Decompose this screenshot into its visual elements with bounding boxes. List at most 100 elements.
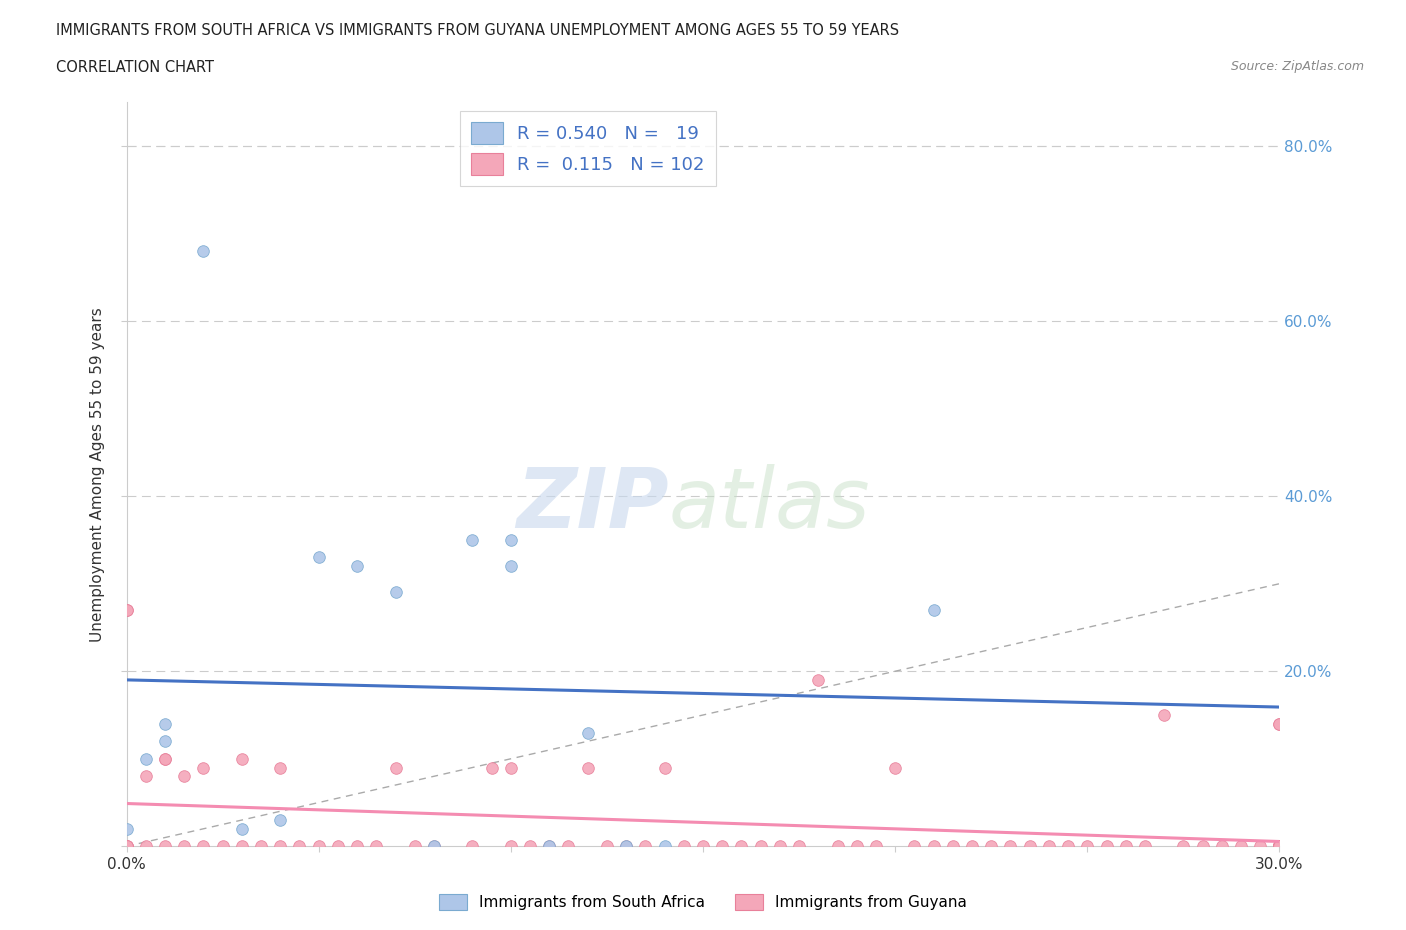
Point [481, 760, 503, 775]
Point [576, 725, 599, 740]
Point [135, 769, 157, 784]
Point [614, 839, 637, 854]
Point [654, 760, 676, 775]
Point [269, 760, 291, 775]
Point [827, 839, 849, 854]
Point [346, 559, 368, 574]
Point [499, 839, 522, 854]
Point [173, 769, 195, 784]
Point [1268, 839, 1291, 854]
Point [384, 760, 406, 775]
Point [153, 734, 176, 749]
Point [384, 585, 406, 600]
Point [1268, 839, 1291, 854]
Point [1268, 839, 1291, 854]
Point [308, 839, 330, 854]
Point [769, 839, 792, 854]
Point [730, 839, 752, 854]
Point [865, 839, 887, 854]
Point [922, 839, 945, 854]
Point [1268, 839, 1291, 854]
Point [1268, 839, 1291, 854]
Point [288, 839, 311, 854]
Point [193, 244, 215, 259]
Point [1076, 839, 1098, 854]
Point [250, 839, 273, 854]
Point [596, 839, 619, 854]
Point [1268, 839, 1291, 854]
Point [1268, 839, 1291, 854]
Point [1230, 839, 1253, 854]
Point [1095, 839, 1118, 854]
Text: ZIP: ZIP [516, 463, 668, 545]
Point [153, 839, 176, 854]
Point [1268, 839, 1291, 854]
Point [404, 839, 426, 854]
Y-axis label: Unemployment Among Ages 55 to 59 years: Unemployment Among Ages 55 to 59 years [90, 307, 105, 642]
Point [1018, 839, 1040, 854]
Point [1191, 839, 1213, 854]
Point [845, 839, 868, 854]
Point [308, 550, 330, 565]
Point [1249, 839, 1271, 854]
Point [1268, 839, 1291, 854]
Point [1268, 839, 1291, 854]
Point [922, 603, 945, 618]
Point [634, 839, 657, 854]
Point [1268, 839, 1291, 854]
Point [654, 839, 676, 854]
Point [1268, 839, 1291, 854]
Point [366, 839, 388, 854]
Point [1115, 839, 1137, 854]
Point [980, 839, 1002, 854]
Legend: Immigrants from South Africa, Immigrants from Guyana: Immigrants from South Africa, Immigrants… [432, 886, 974, 918]
Point [461, 839, 484, 854]
Point [1268, 839, 1291, 854]
Point [960, 839, 983, 854]
Point [884, 760, 907, 775]
Point [1268, 839, 1291, 854]
Point [193, 839, 215, 854]
Point [499, 533, 522, 548]
Point [499, 760, 522, 775]
Point [538, 839, 561, 854]
Point [135, 839, 157, 854]
Point [519, 839, 541, 854]
Point [423, 839, 446, 854]
Point [231, 751, 253, 766]
Point [1268, 839, 1291, 854]
Point [1268, 839, 1291, 854]
Point [1268, 839, 1291, 854]
Point [692, 839, 714, 854]
Point [1000, 839, 1022, 854]
Point [153, 751, 176, 766]
Point [1268, 839, 1291, 854]
Point [423, 839, 446, 854]
Point [1173, 839, 1195, 854]
Point [1268, 839, 1291, 854]
Point [461, 533, 484, 548]
Point [749, 839, 772, 854]
Text: IMMIGRANTS FROM SOUTH AFRICA VS IMMIGRANTS FROM GUYANA UNEMPLOYMENT AMONG AGES 5: IMMIGRANTS FROM SOUTH AFRICA VS IMMIGRAN… [56, 23, 900, 38]
Point [115, 821, 138, 836]
Point [499, 559, 522, 574]
Point [153, 751, 176, 766]
Point [346, 839, 368, 854]
Point [1268, 839, 1291, 854]
Text: atlas: atlas [668, 463, 870, 545]
Legend: R = 0.540   N =   19, R =  0.115   N = 102: R = 0.540 N = 19, R = 0.115 N = 102 [460, 112, 716, 186]
Point [1268, 839, 1291, 854]
Point [576, 760, 599, 775]
Point [115, 839, 138, 854]
Point [326, 839, 349, 854]
Point [711, 839, 734, 854]
Point [1153, 708, 1175, 723]
Point [942, 839, 965, 854]
Point [1057, 839, 1080, 854]
Point [1268, 839, 1291, 854]
Point [153, 716, 176, 731]
Point [1268, 839, 1291, 854]
Text: Source: ZipAtlas.com: Source: ZipAtlas.com [1230, 60, 1364, 73]
Point [903, 839, 925, 854]
Point [1133, 839, 1156, 854]
